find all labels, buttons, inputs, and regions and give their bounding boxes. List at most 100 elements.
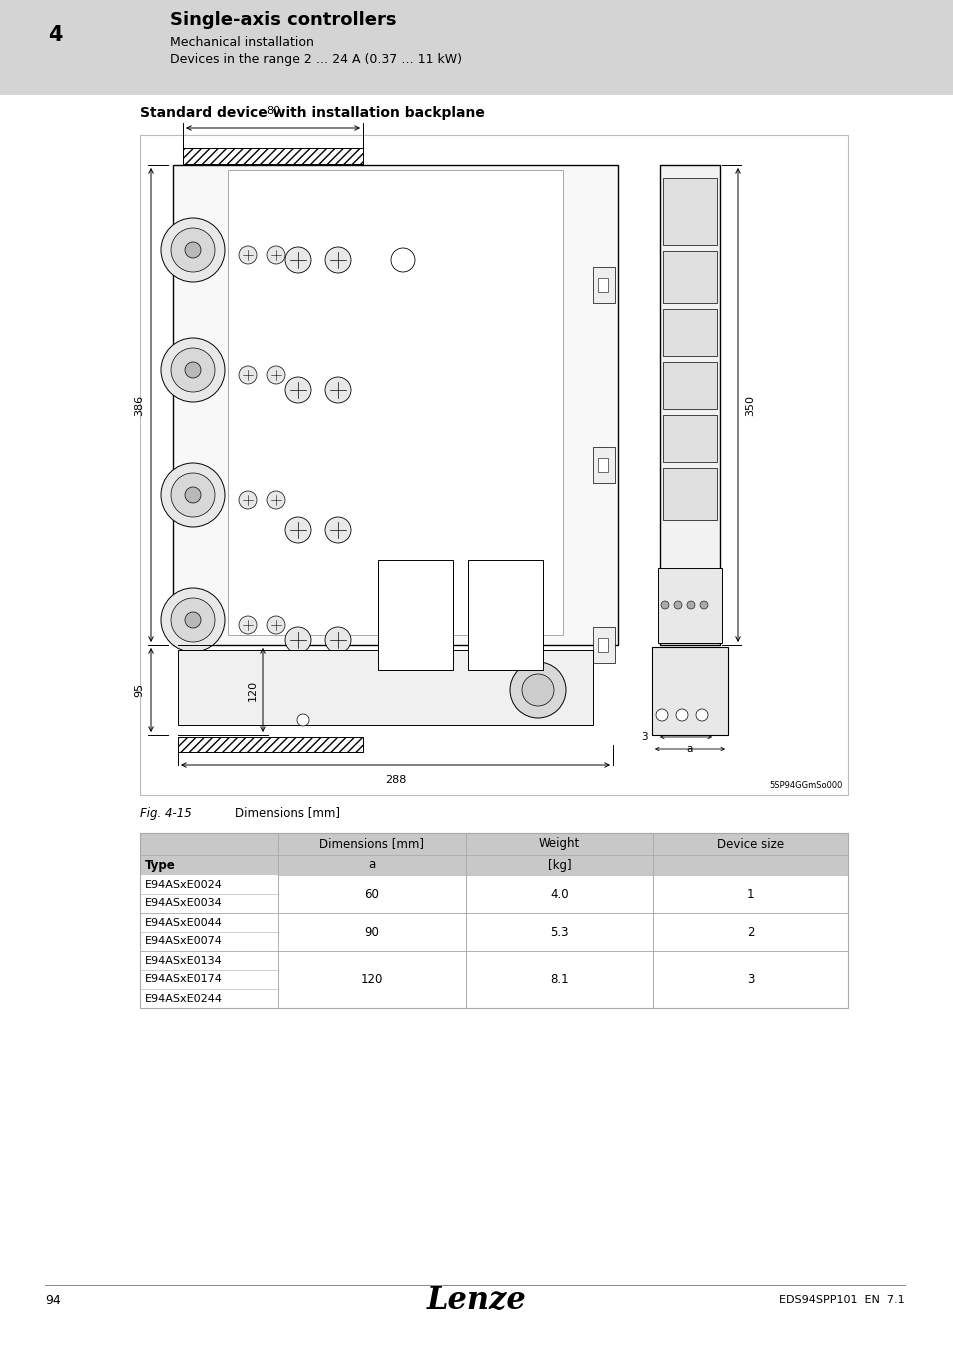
Bar (277, 913, 465, 950)
Bar (598, 278, 607, 292)
Text: 1: 1 (746, 887, 754, 900)
Text: 8.1: 8.1 (550, 973, 568, 985)
Bar (140, 135, 847, 795)
Text: Devices in the range 2 … 24 A (0.37 … 11 kW): Devices in the range 2 … 24 A (0.37 … 11… (170, 53, 461, 66)
Circle shape (161, 338, 225, 402)
Circle shape (285, 247, 311, 273)
Bar (140, 913, 847, 950)
Bar (593, 447, 615, 483)
Circle shape (285, 626, 311, 653)
Bar (662, 414, 717, 462)
Circle shape (673, 601, 681, 609)
Text: Device size: Device size (717, 837, 783, 850)
Circle shape (325, 377, 351, 404)
Circle shape (325, 626, 351, 653)
Bar (662, 309, 717, 356)
Text: 3: 3 (640, 732, 647, 742)
Circle shape (686, 601, 695, 609)
Circle shape (171, 228, 214, 271)
Bar (140, 833, 847, 1008)
Text: Fig. 4-15: Fig. 4-15 (140, 806, 192, 819)
Text: 95: 95 (133, 683, 144, 697)
Bar (377, 560, 453, 670)
Circle shape (171, 598, 214, 643)
Text: 94: 94 (45, 1293, 61, 1307)
Text: Weight: Weight (538, 837, 579, 850)
Circle shape (171, 348, 214, 392)
Bar (468, 560, 542, 670)
Circle shape (161, 589, 225, 652)
Bar (662, 251, 717, 302)
Circle shape (285, 377, 311, 404)
Bar (471, 563, 539, 667)
Bar (380, 563, 450, 667)
Text: Single-axis controllers: Single-axis controllers (170, 11, 396, 28)
Bar (140, 855, 847, 875)
Text: 288: 288 (384, 775, 406, 784)
Text: 5.3: 5.3 (550, 926, 568, 938)
Bar (465, 875, 653, 913)
Text: 4: 4 (48, 26, 63, 45)
Circle shape (267, 246, 285, 265)
Circle shape (296, 714, 309, 726)
Bar (659, 165, 720, 645)
Circle shape (267, 616, 285, 634)
Text: a: a (368, 859, 375, 872)
Text: Lenze: Lenze (427, 1284, 526, 1315)
Text: 80: 80 (266, 107, 280, 116)
Circle shape (185, 487, 201, 504)
Text: E94ASxE0174: E94ASxE0174 (145, 975, 223, 984)
Bar (593, 626, 615, 663)
Text: Dimensions [mm]: Dimensions [mm] (319, 837, 424, 850)
Text: 386: 386 (133, 394, 144, 416)
Circle shape (676, 709, 687, 721)
Bar (178, 649, 593, 725)
Circle shape (700, 601, 707, 609)
Bar (277, 875, 465, 913)
Circle shape (185, 612, 201, 628)
Bar (465, 913, 653, 950)
Bar (140, 875, 847, 913)
Circle shape (696, 709, 707, 721)
Circle shape (161, 463, 225, 526)
Bar (658, 568, 721, 643)
Bar (653, 875, 847, 913)
Text: 120: 120 (248, 679, 257, 701)
Circle shape (660, 601, 668, 609)
Text: 5SP94GGmSo000: 5SP94GGmSo000 (769, 782, 842, 790)
Bar (140, 950, 847, 1008)
Text: E94ASxE0044: E94ASxE0044 (145, 918, 223, 927)
Circle shape (239, 491, 256, 509)
Bar (277, 950, 465, 1008)
Bar (662, 178, 717, 244)
Text: 120: 120 (360, 973, 383, 985)
Text: Standard device with installation backplane: Standard device with installation backpl… (140, 107, 484, 120)
Bar (653, 913, 847, 950)
Circle shape (656, 709, 667, 721)
Text: 60: 60 (364, 887, 379, 900)
Text: EDS94SPP101  EN  7.1: EDS94SPP101 EN 7.1 (779, 1295, 904, 1305)
Bar (651, 647, 727, 734)
Circle shape (171, 472, 214, 517)
Text: [kg]: [kg] (547, 859, 571, 872)
Bar (662, 362, 717, 409)
Circle shape (267, 366, 285, 383)
Text: E94ASxE0244: E94ASxE0244 (145, 994, 223, 1003)
Bar (183, 148, 363, 163)
Text: E94ASxE0034: E94ASxE0034 (145, 899, 222, 909)
Circle shape (521, 674, 554, 706)
Circle shape (185, 242, 201, 258)
Circle shape (161, 217, 225, 282)
Circle shape (239, 246, 256, 265)
Text: E94ASxE0134: E94ASxE0134 (145, 956, 222, 965)
Bar (0, 0, 953, 95)
Bar (465, 950, 653, 1008)
Bar (140, 833, 847, 855)
Bar (598, 639, 607, 652)
Circle shape (239, 616, 256, 634)
Bar (172, 165, 618, 645)
Text: 90: 90 (364, 926, 379, 938)
Circle shape (285, 517, 311, 543)
Text: 350: 350 (744, 394, 754, 416)
Circle shape (325, 517, 351, 543)
